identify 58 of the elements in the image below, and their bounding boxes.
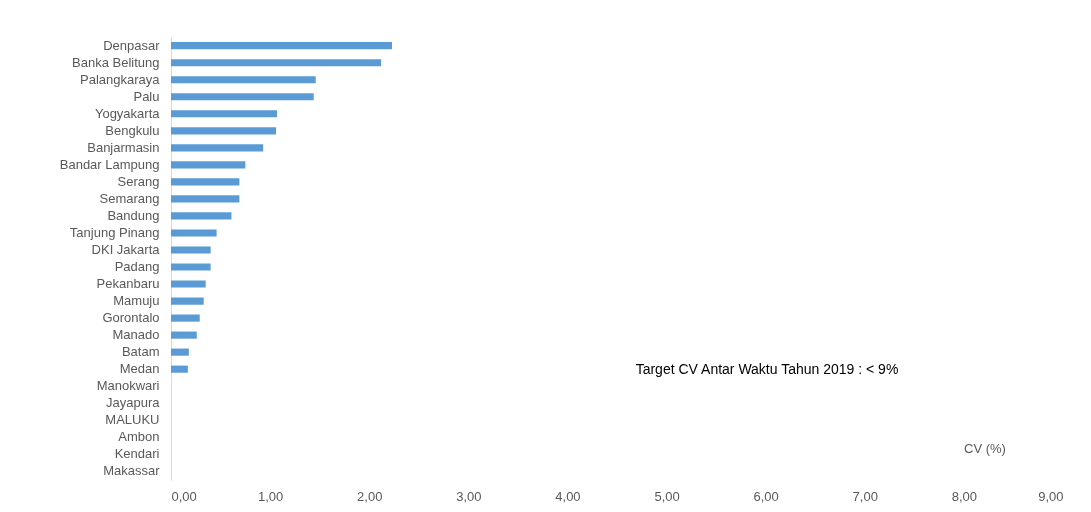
y-tick-label: Serang: [117, 173, 160, 189]
y-tick-label: Padang: [114, 259, 160, 275]
x-tick-label: 6,00: [753, 488, 779, 504]
y-tick-label: Banjarmasin: [87, 139, 160, 155]
y-tick-label: Palangkaraya: [80, 71, 161, 87]
bar: [171, 161, 246, 169]
bar: [171, 110, 278, 118]
y-tick-label: Palu: [133, 88, 160, 104]
y-tick-label: Jayapura: [106, 395, 161, 411]
y-tick-label: Banka Belitung: [72, 54, 160, 70]
y-tick-label: Medan: [119, 361, 160, 377]
bar: [171, 59, 382, 67]
y-tick-label: Batam: [121, 344, 160, 360]
y-tick-label: Bengkulu: [105, 122, 160, 138]
y-tick-label: Semarang: [99, 190, 160, 206]
bar: [171, 42, 393, 50]
y-tick-label: Bandar Lampung: [59, 156, 160, 172]
bar: [171, 280, 206, 288]
y-tick-label: Denpasar: [103, 37, 161, 53]
y-tick-label: Kendari: [114, 446, 160, 462]
x-tick-label: 0,00: [171, 488, 197, 504]
bar: [171, 144, 264, 152]
x-tick-label: 1,00: [257, 488, 284, 504]
bar: [171, 246, 211, 254]
y-tick-label: Pekanbaru: [96, 276, 160, 292]
y-tick-label: MALUKU: [105, 412, 160, 428]
annotation: Target CV Antar Waktu Tahun 2019 : < 9%: [635, 361, 899, 377]
x-axis-title: CV (%): [964, 441, 1006, 456]
y-tick-label: Mamuju: [113, 293, 160, 309]
bar: [171, 229, 217, 237]
x-tick-label: 5,00: [654, 488, 680, 504]
y-tick-label: Bandung: [107, 207, 160, 223]
bar: [171, 348, 189, 356]
y-tick-label: Makassar: [103, 463, 161, 479]
x-tick-label: 9,00: [1038, 488, 1064, 504]
x-tick-label: 8,00: [951, 488, 978, 504]
y-tick-label: Tanjung Pinang: [69, 224, 160, 240]
bar: [171, 297, 204, 305]
bar: [171, 93, 314, 101]
y-tick-label: Manokwari: [96, 378, 160, 394]
bar: [171, 195, 240, 203]
bar: [171, 331, 197, 339]
bar: [171, 314, 200, 322]
bar: [171, 212, 232, 220]
x-tick-label: 4,00: [555, 488, 581, 504]
x-tick-label: 3,00: [456, 488, 482, 504]
bar: [171, 76, 316, 84]
y-tick-label: DKI Jakarta: [91, 241, 161, 257]
bar: [171, 365, 188, 373]
y-tick-label: Gorontalo: [102, 310, 160, 326]
y-tick-label: Manado: [112, 327, 160, 343]
bar: [171, 263, 211, 271]
bar: [171, 178, 240, 186]
x-tick-label: 2,00: [357, 488, 383, 504]
bar: [171, 127, 277, 135]
x-tick-label: 7,00: [852, 488, 878, 504]
y-tick-label: Yogyakarta: [94, 105, 161, 121]
y-tick-label: Ambon: [118, 429, 160, 445]
